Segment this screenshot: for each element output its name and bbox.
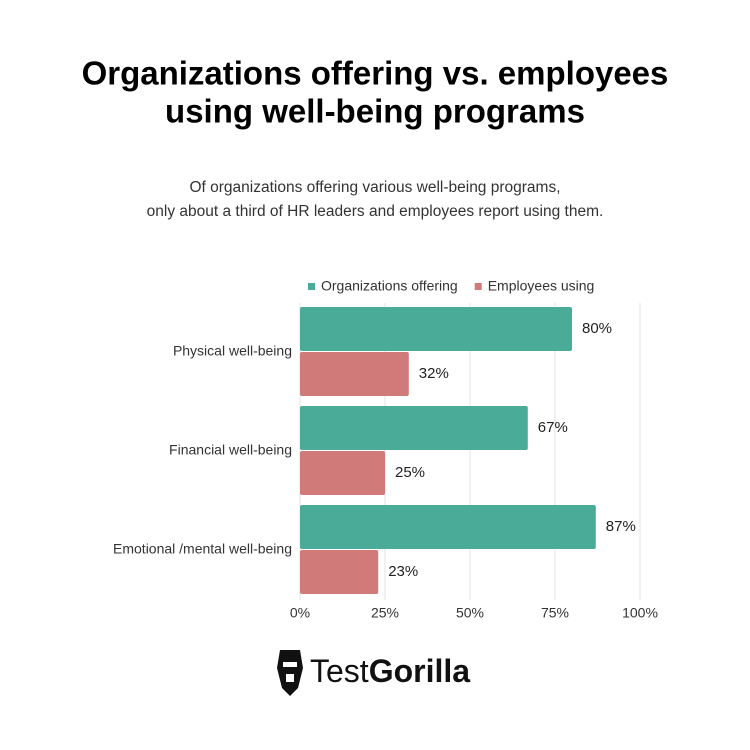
logo-part: Test (310, 653, 369, 689)
x-tick-label: 25% (371, 605, 399, 621)
logo-nose (286, 674, 294, 682)
bar (300, 406, 528, 450)
legend-label: Employees using (488, 278, 595, 294)
subtitle: only about a third of HR leaders and emp… (147, 203, 604, 220)
value-label: 32% (419, 365, 449, 382)
logo: TestGorilla (277, 650, 470, 696)
value-label: 23% (388, 563, 418, 580)
bar (300, 550, 379, 594)
y-tick-label: Emotional /mental well-being (113, 541, 292, 557)
subtitle: Of organizations offering various well-b… (189, 179, 560, 196)
value-label: 67% (538, 419, 568, 436)
chart-title: using well-being programs (165, 93, 585, 130)
legend-swatch (308, 283, 315, 290)
x-tick-label: 50% (456, 605, 484, 621)
plot: 0% 25% 50% 75% 100% Organizations offering Emp… (113, 278, 658, 621)
logo-eyes (283, 662, 297, 667)
x-tick-label: 100% (622, 605, 658, 621)
x-tick-label: 75% (541, 605, 569, 621)
y-tick-label: Physical well-being (173, 343, 292, 359)
bar (300, 451, 385, 495)
value-label: 80% (582, 320, 612, 337)
logo-icon (277, 650, 303, 696)
value-label: 87% (606, 518, 636, 535)
bar (300, 505, 596, 549)
x-tick-label: 0% (290, 605, 310, 621)
logo-part: Gorilla (369, 653, 471, 689)
value-label: 25% (395, 464, 425, 481)
legend-label: Organizations offering (321, 278, 458, 294)
bar (300, 307, 572, 351)
legend-swatch (474, 283, 482, 290)
logo-text: TestGorilla (310, 653, 470, 689)
chart-title: Organizations offering vs. employees (82, 55, 669, 92)
bar (300, 352, 409, 396)
y-tick-label: Financial well-being (169, 442, 292, 458)
